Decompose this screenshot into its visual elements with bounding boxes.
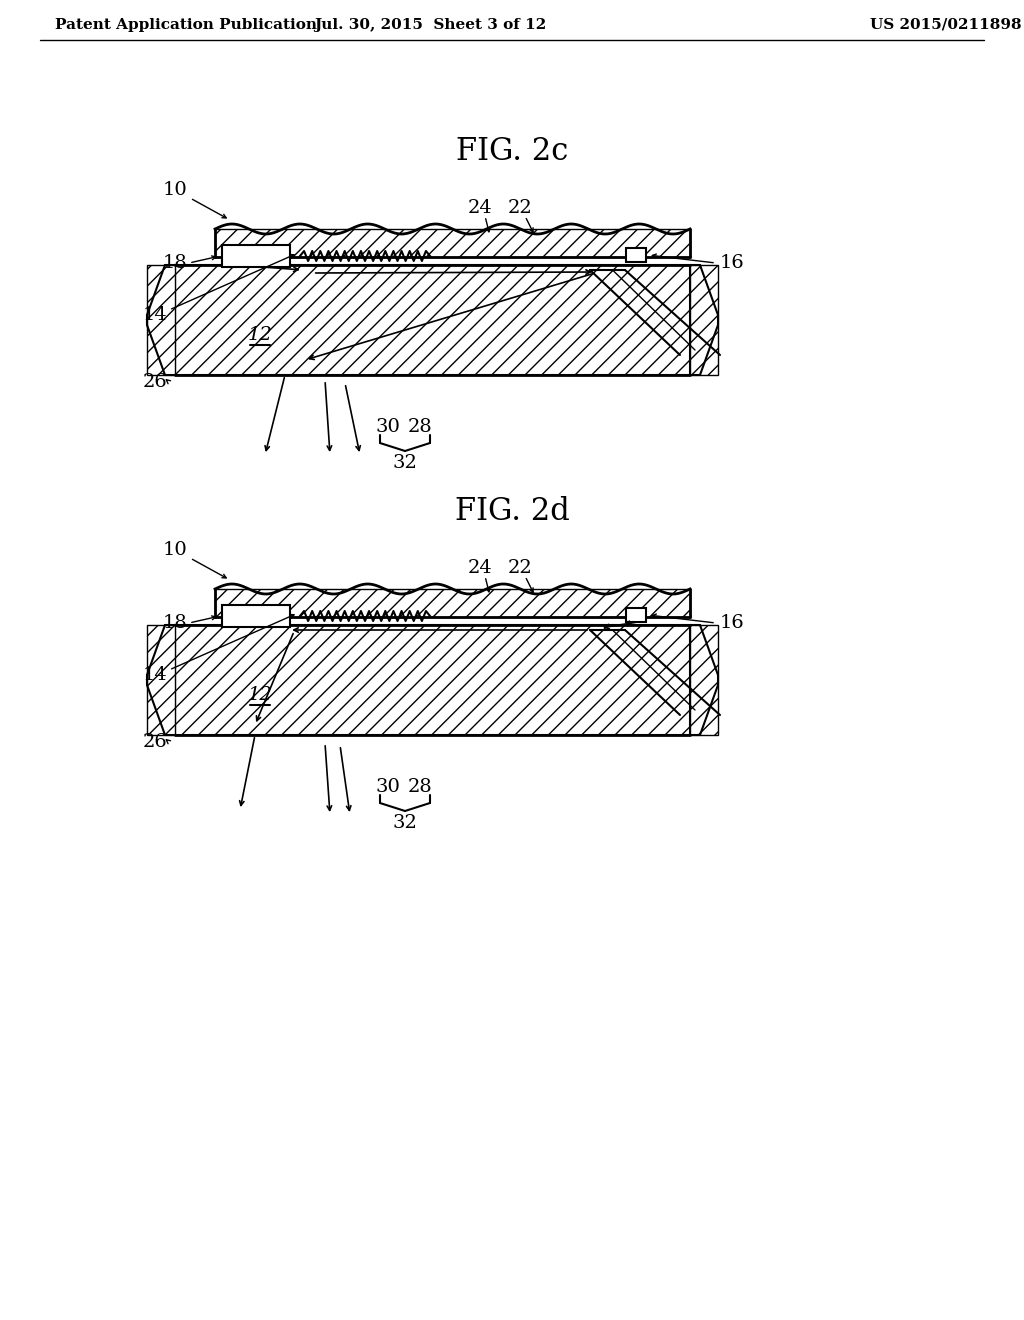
Text: 22: 22 bbox=[508, 199, 532, 216]
Text: 24: 24 bbox=[468, 558, 493, 577]
Text: FIG. 2c: FIG. 2c bbox=[456, 136, 568, 168]
Polygon shape bbox=[175, 624, 690, 735]
Text: 10: 10 bbox=[163, 181, 187, 199]
Text: Jul. 30, 2015  Sheet 3 of 12: Jul. 30, 2015 Sheet 3 of 12 bbox=[314, 18, 546, 32]
Text: US 2015/0211898 A1: US 2015/0211898 A1 bbox=[870, 18, 1024, 32]
Text: 14: 14 bbox=[142, 667, 167, 684]
Text: 14: 14 bbox=[142, 306, 167, 323]
Polygon shape bbox=[690, 624, 718, 735]
Text: 10: 10 bbox=[163, 541, 187, 558]
Text: 24: 24 bbox=[468, 199, 493, 216]
Text: 12: 12 bbox=[248, 326, 272, 345]
Text: 26: 26 bbox=[142, 374, 167, 391]
Bar bbox=[626, 609, 646, 622]
Bar bbox=[222, 246, 290, 267]
Text: FIG. 2d: FIG. 2d bbox=[455, 496, 569, 528]
Text: 28: 28 bbox=[408, 418, 432, 436]
Text: Patent Application Publication: Patent Application Publication bbox=[55, 18, 317, 32]
Text: 32: 32 bbox=[392, 814, 418, 832]
Text: 16: 16 bbox=[720, 614, 744, 632]
Text: 12: 12 bbox=[248, 686, 272, 704]
Text: 22: 22 bbox=[508, 558, 532, 577]
Text: 16: 16 bbox=[720, 253, 744, 272]
Text: 30: 30 bbox=[376, 777, 400, 796]
Text: 28: 28 bbox=[408, 777, 432, 796]
Bar bbox=[222, 605, 290, 627]
Text: 18: 18 bbox=[163, 253, 187, 272]
Polygon shape bbox=[690, 265, 718, 375]
Text: 18: 18 bbox=[163, 614, 187, 632]
Text: 26: 26 bbox=[142, 733, 167, 751]
Polygon shape bbox=[175, 265, 690, 375]
Polygon shape bbox=[147, 265, 175, 375]
Text: 30: 30 bbox=[376, 418, 400, 436]
Text: 32: 32 bbox=[392, 454, 418, 473]
Bar bbox=[626, 248, 646, 261]
Polygon shape bbox=[147, 624, 175, 735]
